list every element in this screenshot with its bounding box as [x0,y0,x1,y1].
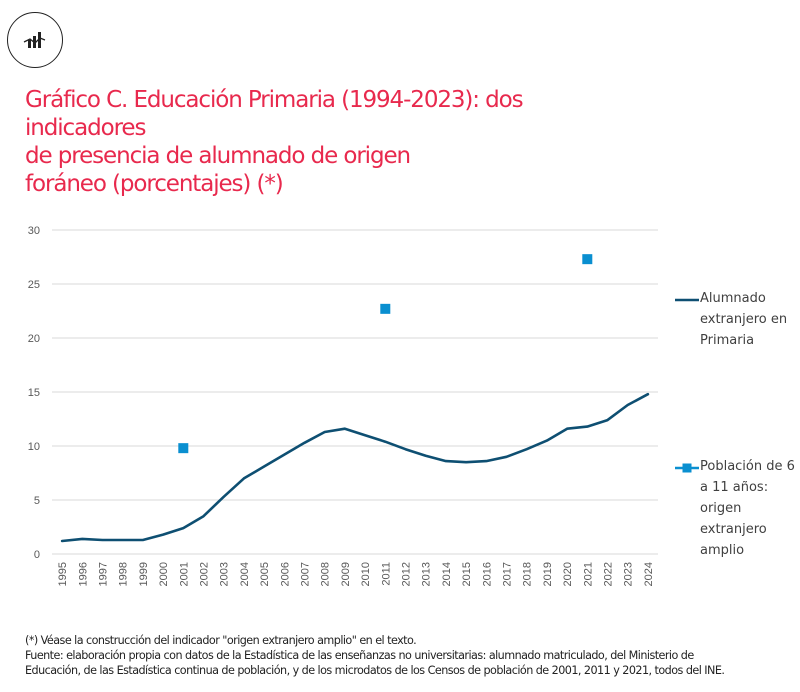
x-tick-label: 2020 [562,562,574,586]
y-tick-label: 15 [28,387,40,399]
x-tick-label: 2011 [380,562,392,586]
x-tick-label: 2015 [461,562,473,586]
x-tick-label: 2017 [502,562,514,586]
x-tick-label: 2009 [340,562,352,586]
bar-line-chart-icon [23,32,46,48]
footnote: (*) Véase la construcción del indicador … [25,633,795,678]
legend-marker-swatch [675,463,699,473]
x-tick-label: 2002 [199,562,211,586]
x-tick-label: 2005 [259,562,271,586]
x-tick-label: 1999 [138,562,150,586]
legend-label-line: a 11 años: [700,480,769,495]
logo-badge [7,12,63,68]
x-tick-label: 2012 [401,562,413,586]
x-tick-label: 2024 [643,562,655,586]
x-tick-label: 2000 [158,562,170,586]
x-tick-label: 2014 [441,562,453,586]
x-tick-label: 2004 [239,562,251,586]
y-tick-label: 10 [28,441,40,453]
x-tick-label: 2008 [320,562,332,586]
y-tick-label: 5 [34,495,40,507]
legend-label-line: Alumnado [700,291,766,306]
chart-title: Gráfico C. Educación Primaria (1994-2023… [25,86,585,198]
legend-item-alumnado: Alumnado extranjero en Primaria [675,288,795,351]
y-axis-ticks: 0 5 10 15 20 25 30 [28,225,40,561]
x-tick-label: 2016 [481,562,493,586]
legend-line-swatch [675,298,699,302]
x-tick-label: 1997 [98,562,110,586]
legend-label-line: Población de 6 [700,459,795,474]
series [60,254,650,543]
footnote-source: Fuente: elaboración propia con datos de … [25,649,694,662]
x-tick-label: 1995 [57,562,69,586]
x-axis-ticks: 1995 1996 1997 1998 1999 2000 2001 2002 2003 2004… [57,562,655,586]
data-point-marker-poblacion [582,254,593,265]
data-point-marker-poblacion [178,443,189,454]
x-tick-label: 2018 [522,562,534,586]
legend-label-line: origen [700,501,742,516]
x-tick-label: 2001 [178,562,190,586]
title-line: de presencia de alumnado de origen [25,143,411,169]
series-line-alumnado-extranjero [60,392,650,543]
title-line: foráneo (porcentajes) (*) [25,171,284,197]
x-tick-label: 2023 [623,562,635,586]
legend-item-poblacion: Población de 6 a 11 años: origen extranj… [675,456,795,561]
legend-label-line: Primaria [700,333,755,348]
x-tick-label: 2010 [360,562,372,586]
gridlines [52,229,658,555]
y-tick-label: 25 [28,279,40,291]
y-tick-label: 20 [28,333,40,345]
x-tick-label: 2006 [279,562,291,586]
x-tick-label: 2003 [219,562,231,586]
y-tick-label: 0 [34,549,40,561]
line-chart: 0 5 10 15 20 25 30 1995 1996 1997 1998 1999 2000 200… [28,225,658,586]
y-tick-label: 30 [28,225,40,237]
legend-label-line: amplio [700,543,745,558]
data-point-marker-poblacion [380,303,391,314]
legend-label-line: extranjero en [700,312,788,327]
x-tick-label: 2013 [421,562,433,586]
x-tick-label: 1998 [118,562,130,586]
footnote-source-cont: Educación, de las Estadística continua d… [25,664,725,677]
legend-label-line: extranjero [700,522,767,537]
title-line: Gráfico C. Educación Primaria (1994-2023… [25,87,524,141]
x-tick-label: 2022 [603,562,615,586]
x-tick-label: 1996 [77,562,89,586]
footnote-note: (*) Véase la construcción del indicador … [25,634,417,647]
x-tick-label: 2021 [582,562,594,586]
x-tick-label: 2007 [300,562,312,586]
x-tick-label: 2019 [542,562,554,586]
